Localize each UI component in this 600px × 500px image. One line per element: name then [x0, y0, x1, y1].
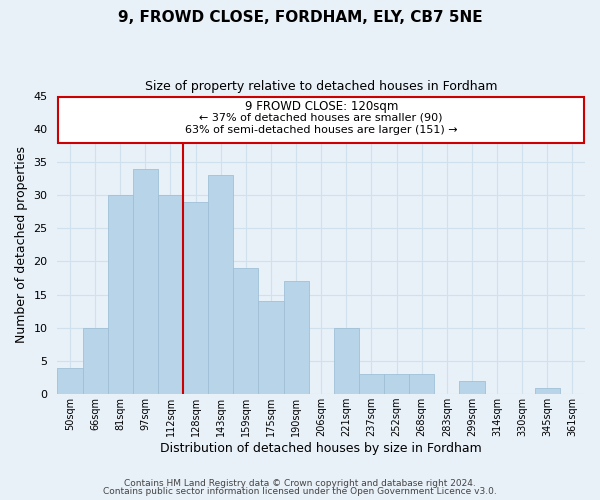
Bar	[535, 388, 560, 394]
Bar	[208, 175, 233, 394]
Bar	[359, 374, 384, 394]
Bar	[284, 282, 308, 394]
Bar	[183, 202, 208, 394]
Text: 9, FROWD CLOSE, FORDHAM, ELY, CB7 5NE: 9, FROWD CLOSE, FORDHAM, ELY, CB7 5NE	[118, 10, 482, 25]
Text: ← 37% of detached houses are smaller (90): ← 37% of detached houses are smaller (90…	[199, 113, 443, 123]
Bar	[133, 168, 158, 394]
Bar	[233, 268, 259, 394]
Text: 9 FROWD CLOSE: 120sqm: 9 FROWD CLOSE: 120sqm	[245, 100, 398, 113]
Text: 63% of semi-detached houses are larger (151) →: 63% of semi-detached houses are larger (…	[185, 125, 458, 135]
Bar	[460, 381, 485, 394]
Text: Contains HM Land Registry data © Crown copyright and database right 2024.: Contains HM Land Registry data © Crown c…	[124, 478, 476, 488]
Title: Size of property relative to detached houses in Fordham: Size of property relative to detached ho…	[145, 80, 497, 93]
Y-axis label: Number of detached properties: Number of detached properties	[15, 146, 28, 344]
X-axis label: Distribution of detached houses by size in Fordham: Distribution of detached houses by size …	[160, 442, 482, 455]
Bar	[58, 368, 83, 394]
Bar	[334, 328, 359, 394]
Bar	[259, 302, 284, 394]
Bar	[384, 374, 409, 394]
Bar	[107, 195, 133, 394]
Bar	[83, 328, 107, 394]
FancyBboxPatch shape	[58, 97, 584, 144]
Bar	[409, 374, 434, 394]
Text: Contains public sector information licensed under the Open Government Licence v3: Contains public sector information licen…	[103, 487, 497, 496]
Bar	[158, 195, 183, 394]
